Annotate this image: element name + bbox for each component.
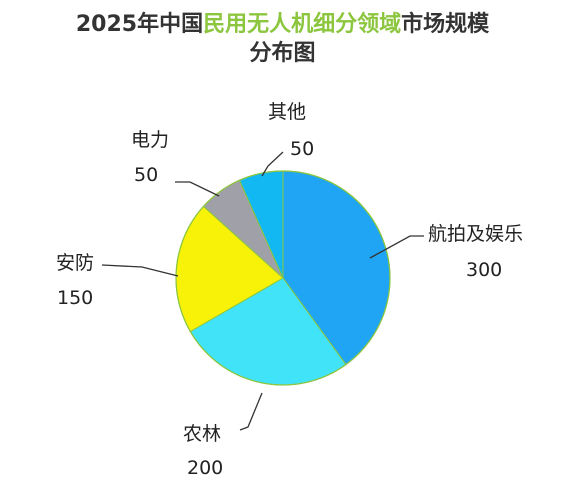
slice-label-2: 农林 xyxy=(183,423,221,445)
title-prefix: 2025年中国 xyxy=(75,12,204,37)
slice-label-5: 其他 xyxy=(268,101,306,123)
slice-label-1: 航拍及娱乐 xyxy=(428,223,523,245)
slice-value-2: 200 xyxy=(187,457,223,479)
slice-value-4: 50 xyxy=(134,164,158,186)
pie-labels: 航拍及娱乐 300 农林 200 安防 150 电力 50 其他 50 xyxy=(56,101,523,479)
leader-line-1 xyxy=(369,235,424,259)
chart-title-line-1: 2025年中国民用无人机细分领域市场规模 xyxy=(0,10,565,39)
leader-lines xyxy=(101,151,424,431)
title-suffix: 市场规模 xyxy=(401,12,490,37)
pie-border xyxy=(175,170,391,386)
leader-line-3 xyxy=(101,264,179,277)
chart-title-line-2: 分布图 xyxy=(249,41,316,66)
leader-line-4 xyxy=(175,181,220,197)
slice-value-3: 150 xyxy=(57,287,93,309)
title-highlight: 民用无人机细分领域 xyxy=(203,12,402,37)
chart-title: 2025年中国民用无人机细分领域市场规模 分布图 xyxy=(0,10,565,68)
slice-label-3: 安防 xyxy=(56,252,94,274)
leader-line-2 xyxy=(239,392,263,431)
slice-value-5: 50 xyxy=(290,138,314,160)
leader-line-5 xyxy=(261,151,284,177)
slice-label-4: 电力 xyxy=(131,129,169,151)
pie-slices xyxy=(175,170,391,386)
slice-value-1: 300 xyxy=(466,259,502,281)
